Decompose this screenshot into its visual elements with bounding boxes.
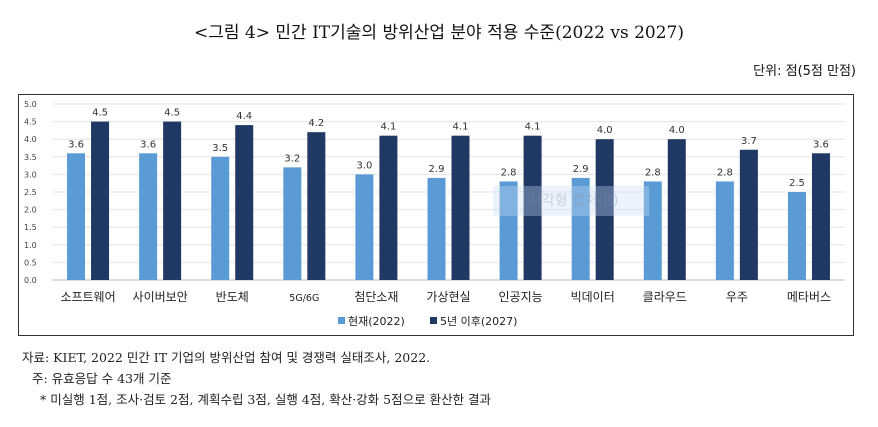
data-label: 4.5	[92, 108, 108, 119]
x-tick-label: 가상현실	[426, 290, 470, 304]
x-tick-label: 클라우드	[643, 290, 687, 304]
y-tick-label: 1.5	[24, 223, 37, 232]
bar-2027	[235, 125, 254, 281]
data-label: 3.2	[284, 153, 300, 164]
bar-2022	[787, 192, 806, 280]
data-label: 4.0	[597, 125, 613, 136]
x-tick-label: 인공지능	[499, 290, 543, 304]
data-label: 4.1	[453, 122, 469, 133]
x-tick-label: 빅데이터	[571, 290, 615, 304]
data-label: 3.5	[212, 143, 228, 154]
data-label: 2.8	[501, 167, 517, 178]
data-label: 4.0	[669, 125, 685, 136]
y-tick-label: 3.5	[24, 153, 37, 162]
bar-2027	[379, 135, 398, 280]
data-label: 3.6	[68, 139, 84, 150]
legend-label: 현재(2022)	[348, 315, 405, 328]
y-tick-label: 5.0	[24, 100, 37, 109]
bar-2022	[139, 153, 158, 280]
bar-2022	[211, 156, 230, 280]
y-tick-label: 2.0	[24, 206, 37, 215]
data-label: 3.0	[356, 160, 372, 171]
data-label: 4.5	[164, 108, 180, 119]
y-tick-label: 1.0	[24, 241, 37, 250]
data-label: 2.8	[645, 167, 661, 178]
x-tick-label: 사이버보안	[133, 290, 188, 304]
data-label: 2.8	[717, 167, 733, 178]
data-label: 3.7	[741, 136, 757, 147]
legend-swatch	[430, 317, 437, 324]
x-tick-label: 첨단소재	[354, 290, 398, 304]
bar-2027	[595, 139, 614, 280]
capture-tooltip-overlay: 사각형 캡처(R)	[493, 186, 649, 216]
bar-2022	[67, 153, 86, 280]
data-label: 3.6	[140, 139, 156, 150]
y-tick-label: 0.0	[24, 276, 37, 285]
data-label: 4.4	[236, 111, 252, 122]
figure-title: <그림 4> 민간 IT기술의 방위산업 분야 적용 수준(2022 vs 20…	[194, 23, 684, 43]
bar-2022	[427, 177, 446, 280]
bar-2022	[283, 167, 302, 280]
y-tick-label: 2.5	[24, 188, 37, 197]
y-tick-label: 4.0	[24, 135, 37, 144]
bar-2022	[355, 174, 374, 280]
footnote: * 미실행 1점, 조사·검토 2점, 계획수립 3점, 실행 4점, 확산·강…	[40, 392, 492, 407]
bar-2027	[307, 132, 326, 280]
bar-2027	[523, 135, 542, 280]
y-tick-label: 0.5	[24, 258, 37, 267]
bar-2027	[163, 121, 182, 280]
y-tick-label: 3.0	[24, 170, 37, 179]
data-label: 2.9	[429, 164, 445, 175]
legend-swatch	[338, 317, 345, 324]
data-label: 4.1	[525, 122, 541, 133]
bar-2022	[571, 177, 590, 280]
bar-2027	[91, 121, 110, 280]
x-tick-label: 반도체	[216, 290, 249, 304]
data-label: 2.9	[573, 164, 589, 175]
data-label: 4.2	[308, 118, 324, 129]
x-tick-label: 메타버스	[787, 290, 831, 304]
x-tick-label: 소프트웨어	[60, 290, 115, 304]
unit-label: 단위: 점(5점 만점)	[753, 64, 856, 79]
sample-note: 주: 유효응답 수 43개 기준	[32, 371, 172, 386]
data-label: 3.6	[813, 139, 829, 150]
bar-2027	[811, 153, 830, 280]
legend-label: 5년 이후(2027)	[440, 315, 517, 328]
bar-2027	[451, 135, 470, 280]
bar-2027	[667, 139, 686, 280]
x-tick-label: 5G/6G	[289, 293, 319, 304]
bar-2022	[643, 181, 662, 280]
x-tick-label: 우주	[726, 290, 748, 304]
data-label: 2.5	[789, 178, 805, 189]
y-tick-label: 4.5	[24, 118, 37, 127]
bar-2022	[499, 181, 518, 280]
bar-2027	[739, 149, 758, 280]
bar-2022	[715, 181, 734, 280]
chart-frame	[18, 94, 854, 336]
data-label: 4.1	[380, 122, 396, 133]
source-note: 자료: KIET, 2022 민간 IT 기업의 방위산업 참여 및 경쟁력 실…	[22, 350, 431, 365]
